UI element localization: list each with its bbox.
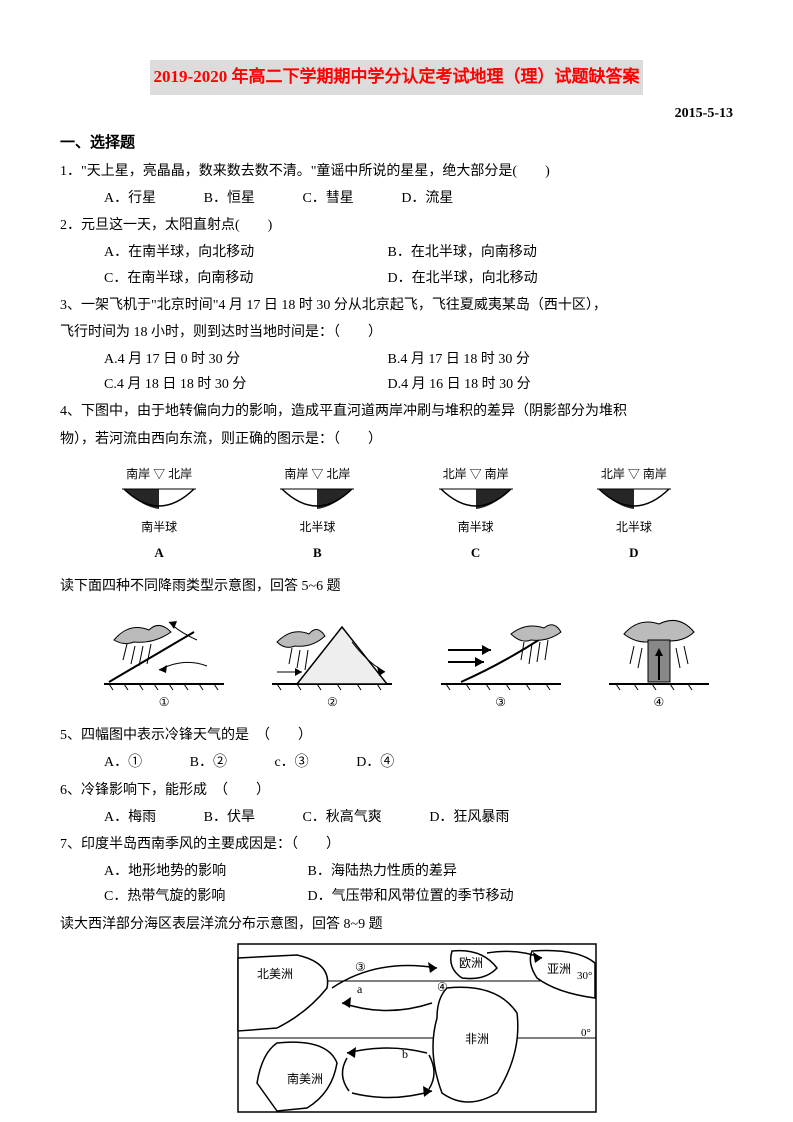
q4-fig-b-label: B	[272, 541, 362, 564]
q6-opt-b: B．伏旱	[204, 805, 255, 830]
question-3-line2: 飞行时间为 18 小时，则到达时当地时间是：（ ）	[60, 320, 733, 345]
q1-opt-d: D．流星	[401, 186, 453, 211]
question-6-options: A．梅雨 B．伏旱 C．秋高气爽 D．狂风暴雨	[60, 805, 733, 830]
river-cross-section-icon	[589, 485, 679, 517]
question-6: 6、冷锋影响下，能形成 （ ）	[60, 778, 733, 803]
q3-opt-a: A.4 月 17 日 0 时 30 分	[104, 347, 384, 372]
q4-fig-a-label: A	[114, 541, 204, 564]
q3-opt-d: D.4 月 16 日 18 时 30 分	[388, 372, 668, 397]
warm-front-rain-icon	[436, 612, 566, 692]
q4-fig-c-label: C	[431, 541, 521, 564]
rain-fig-3-num: ③	[436, 692, 566, 714]
q1-opt-c: C．彗星	[302, 186, 353, 211]
question-7: 7、印度半岛西南季风的主要成因是：（ ）	[60, 832, 733, 857]
q6-opt-d: D．狂风暴雨	[429, 805, 509, 830]
map-label-3: ③	[355, 960, 366, 974]
ocean-currents-map-icon: 北美洲 欧洲 亚洲 非洲 南美洲 a b ③ ④ 30° 0°	[237, 943, 597, 1113]
q1-opt-b: B．恒星	[204, 186, 255, 211]
q2-opt-d: D．在北半球，向北移动	[388, 266, 668, 291]
map-lat-0: 0°	[581, 1027, 591, 1039]
q1-opt-a: A．行星	[104, 186, 156, 211]
q4-fig-c: 北岸 ▽ 南岸 南半球 C	[431, 464, 521, 565]
map-label-a: a	[357, 982, 363, 996]
question-7-options-row1: A．地形地势的影响 B．海陆热力性质的差异	[60, 859, 733, 884]
question-3-options-row2: C.4 月 18 日 18 时 30 分 D.4 月 16 日 18 时 30 …	[60, 372, 733, 397]
question-2-options-row2: C．在南半球，向南移动 D．在北半球，向北移动	[60, 266, 733, 291]
q89-intro: 读大西洋部分海区表层洋流分布示意图，回答 8~9 题	[60, 912, 733, 937]
question-2-options-row1: A．在南半球，向北移动 B．在北半球，向南移动	[60, 240, 733, 265]
question-3-line1: 3、一架飞机于"北京时间"4 月 17 日 18 时 30 分从北京起飞，飞往夏…	[60, 293, 733, 318]
river-cross-section-icon	[114, 485, 204, 517]
q2-opt-a: A．在南半球，向北移动	[104, 240, 384, 265]
orographic-rain-icon	[267, 612, 397, 692]
map-label-sa: 南美洲	[287, 1071, 323, 1086]
question-1-options: A．行星 B．恒星 C．彗星 D．流星	[60, 186, 733, 211]
q3-opt-c: C.4 月 18 日 18 时 30 分	[104, 372, 384, 397]
rain-fig-2-num: ②	[267, 692, 397, 714]
question-5: 5、四幅图中表示冷锋天气的是 （ ）	[60, 723, 733, 748]
convective-rain-icon	[604, 612, 714, 692]
map-lat-30: 30°	[577, 970, 592, 982]
q7-opt-a: A．地形地势的影响	[104, 859, 304, 884]
q4-fig-a: 南岸 ▽ 北岸 南半球 A	[114, 464, 204, 565]
q4-fig-d: 北岸 ▽ 南岸 北半球 D	[589, 464, 679, 565]
q4-fig-d-mid: 北半球	[589, 517, 679, 539]
q4-fig-c-mid: 南半球	[431, 517, 521, 539]
rain-fig-1-num: ①	[99, 692, 229, 714]
rain-figure-row: ① ②	[80, 612, 733, 714]
question-2: 2．元旦这一天，太阳直射点( )	[60, 213, 733, 238]
rain-fig-4-num: ④	[604, 692, 714, 714]
question-4-line1: 4、下图中，由于地转偏向力的影响，造成平直河道两岸冲刷与堆积的差异（阴影部分为堆…	[60, 399, 733, 424]
q6-opt-a: A．梅雨	[104, 805, 156, 830]
q6-opt-c: C．秋高气爽	[302, 805, 381, 830]
q4-fig-d-label: D	[589, 541, 679, 564]
q5-opt-b: B．②	[190, 750, 227, 775]
q4-fig-a-mid: 南半球	[114, 517, 204, 539]
q2-opt-b: B．在北半球，向南移动	[388, 240, 668, 265]
question-4-line2: 物），若河流由西向东流，则正确的图示是：（ ）	[60, 427, 733, 452]
question-3-options-row1: A.4 月 17 日 0 时 30 分 B.4 月 17 日 18 时 30 分	[60, 347, 733, 372]
q4-fig-b-mid: 北半球	[272, 517, 362, 539]
q2-opt-c: C．在南半球，向南移动	[104, 266, 384, 291]
river-cross-section-icon	[272, 485, 362, 517]
map-label-4: ④	[437, 980, 448, 994]
map-label-na: 北美洲	[257, 967, 293, 981]
question-5-options: A．① B．② c．③ D．④	[60, 750, 733, 775]
q7-opt-c: C．热带气旋的影响	[104, 884, 304, 909]
frontal-rain-icon	[99, 612, 229, 692]
q7-opt-b: B．海陆热力性质的差异	[308, 859, 588, 884]
q4-fig-c-top: 北岸 ▽ 南岸	[431, 464, 521, 486]
q7-opt-d: D．气压带和风带位置的季节移动	[308, 884, 588, 909]
q4-figure-row: 南岸 ▽ 北岸 南半球 A 南岸 ▽ 北岸 北半球 B 北岸 ▽ 南岸	[60, 464, 733, 565]
rain-fig-3: ③	[436, 612, 566, 714]
q5-opt-c: c．③	[274, 750, 308, 775]
q5-opt-a: A．①	[104, 750, 142, 775]
river-cross-section-icon	[431, 485, 521, 517]
map-label-eu: 欧洲	[459, 956, 483, 970]
atlantic-map: 北美洲 欧洲 亚洲 非洲 南美洲 a b ③ ④ 30° 0°	[100, 943, 733, 1113]
question-1: 1．"天上星，亮晶晶，数来数去数不清。"童谣中所说的星星，绝大部分是( )	[60, 159, 733, 184]
map-label-as: 亚洲	[547, 962, 571, 976]
exam-date: 2015-5-13	[60, 101, 733, 126]
q4-fig-b: 南岸 ▽ 北岸 北半球 B	[272, 464, 362, 565]
q4-fig-d-top: 北岸 ▽ 南岸	[589, 464, 679, 486]
q4-fig-a-top: 南岸 ▽ 北岸	[114, 464, 204, 486]
q56-intro: 读下面四种不同降雨类型示意图，回答 5~6 题	[60, 574, 733, 599]
rain-fig-2: ②	[267, 612, 397, 714]
q3-opt-b: B.4 月 17 日 18 时 30 分	[388, 347, 668, 372]
section-heading: 一、选择题	[60, 130, 733, 157]
map-label-af: 非洲	[465, 1032, 489, 1046]
q5-opt-d: D．④	[356, 750, 394, 775]
q4-fig-b-top: 南岸 ▽ 北岸	[272, 464, 362, 486]
map-label-b: b	[402, 1047, 408, 1061]
question-7-options-row2: C．热带气旋的影响 D．气压带和风带位置的季节移动	[60, 884, 733, 909]
rain-fig-4: ④	[604, 612, 714, 714]
rain-fig-1: ①	[99, 612, 229, 714]
page-title: 2019-2020 年高二下学期期中学分认定考试地理（理）试题缺答案	[150, 60, 644, 95]
